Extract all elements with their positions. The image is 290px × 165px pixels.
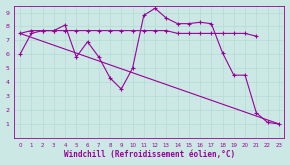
- X-axis label: Windchill (Refroidissement éolien,°C): Windchill (Refroidissement éolien,°C): [64, 150, 235, 159]
